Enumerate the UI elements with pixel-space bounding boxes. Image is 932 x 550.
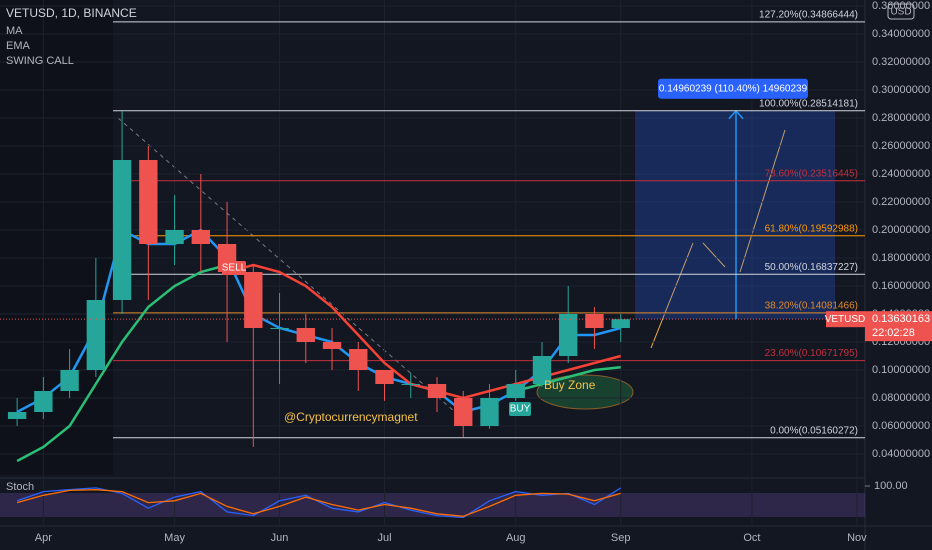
price-badge [865,311,932,342]
candle-body [559,313,578,356]
fib-label: 100.00%(0.28514181) [759,98,858,109]
watermark: @Cryptocurrencymagnet [284,410,418,424]
symbol-badge [826,311,865,328]
buy-label: BUY [510,404,531,415]
measure-box [635,110,835,320]
fib-label: 50.00%(0.16837227) [765,262,858,273]
fib-label: 61.80%(0.19592988) [765,223,858,234]
x-tick-label: Oct [743,532,760,544]
candle-body [427,383,447,398]
x-tick-label: Jul [377,532,391,544]
candle-body [480,397,499,426]
buy-zone [536,374,634,410]
fib-label: 78.60%(0.23516445) [765,168,858,179]
candle-body [7,411,27,419]
candle-body [506,383,525,398]
x-tick-label: Apr [35,532,52,544]
ma-line [16,263,621,463]
indicator-label: MA [6,25,23,37]
candle-body [86,299,106,370]
candle-body [611,319,630,328]
y-tick-label: 0.06000000 [872,420,930,432]
buy-badge [509,402,531,416]
fib-label: 127.20%(0.34866444) [759,10,858,21]
y-tick-label: 0.26000000 [872,140,930,152]
x-tick-label: Nov [847,532,867,544]
candle-body [322,341,342,349]
candle-body [296,327,315,342]
x-tick-label: Sep [611,532,631,544]
y-tick-label: 0.10000000 [872,364,930,376]
stoch-line [16,489,621,517]
y-tick-label: 0.22000000 [872,196,930,208]
candle-body [454,397,473,426]
candle-body [349,348,368,370]
x-tick-label: Aug [506,532,526,544]
trend-line [117,117,471,426]
x-tick-label: May [164,532,185,544]
candle-body [270,327,289,329]
price-label: 0.13630163 [872,313,930,325]
measure-label-bg [658,78,808,99]
indicator-label: SWING CALL [6,55,74,67]
candle-body [375,369,394,384]
candle-body [165,229,184,244]
y-tick-label: 0.16000000 [872,280,930,292]
y-tick-label: 0.24000000 [872,168,930,180]
projection-arrow [650,242,694,349]
plot [0,0,865,526]
ma-line [226,263,622,400]
y-tick-label: 0.20000000 [872,224,930,236]
chart-title: VETUSD, 1D, BINANCE [6,6,137,20]
candle-body [244,271,263,328]
projection-arrow [702,242,726,268]
currency-badge [887,3,915,20]
y-tick-label: 0.32000000 [872,56,930,68]
sell-label: SELL [222,263,247,274]
session-shade [0,0,113,475]
y-tick-label: 0.04000000 [872,448,930,460]
candle-body [34,390,53,412]
zone-label: Buy Zone [544,378,596,392]
symbol-label: VETUSD [825,314,866,325]
candle-body [60,369,79,391]
currency: USD [890,7,911,18]
candle-body [585,313,604,328]
x-tick-label: Jun [271,532,289,544]
candle-body [532,355,552,384]
y-tick-label: 0.18000000 [872,252,930,264]
stoch-title: Stoch [6,481,34,493]
candle-body [139,159,158,244]
candle-body [191,229,211,244]
stoch-line [16,487,622,519]
fib-label: 23.60%(0.10671795) [765,348,858,359]
measure-label: 0.14960239 (110.40%) 14960239 [659,83,808,94]
stoch-tick-label: 100.00 [874,480,908,492]
y-tick-label: 0.30000000 [872,84,930,96]
sell-badge [222,261,246,275]
y-tick-label: 0.36000000 [872,0,930,12]
countdown: 22:02:28 [872,327,915,339]
candle-body [401,383,420,385]
projection-arrow [739,129,786,273]
y-tick-label: 0.34000000 [872,28,930,40]
candle-body [112,159,132,300]
y-tick-label: 0.08000000 [872,392,930,404]
fib-label: 0.00%(0.05160272) [770,425,858,436]
fib-label: 38.20%(0.14081466) [765,300,858,311]
indicator-label: EMA [6,40,31,52]
y-tick-label: 0.28000000 [872,112,930,124]
